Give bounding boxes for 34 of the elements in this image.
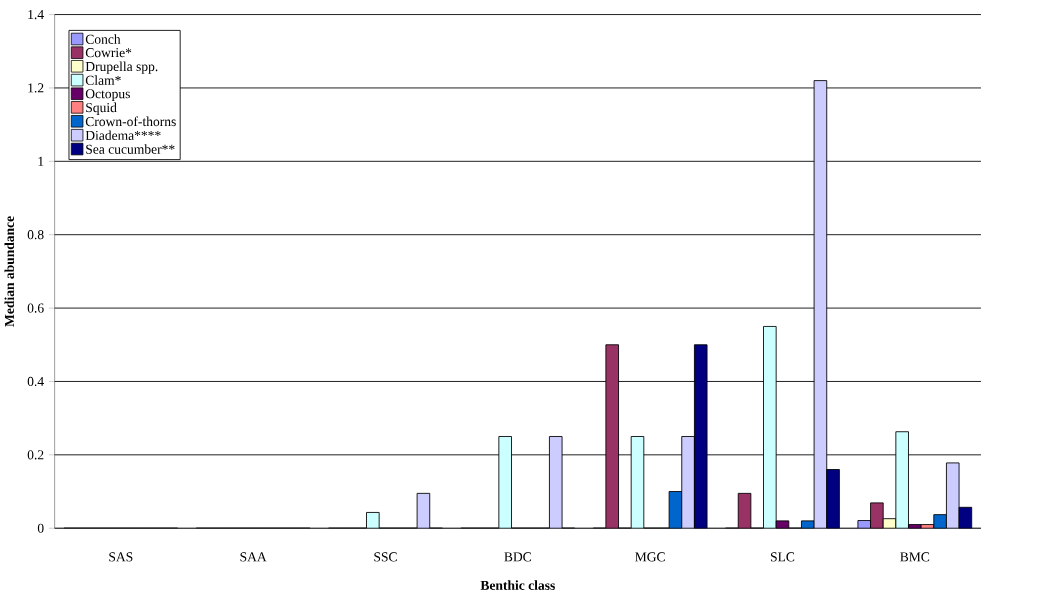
- y-axis-title: Median abundance: [4, 216, 15, 327]
- x-tick-label: MGC: [635, 552, 665, 562]
- y-tick-label: 1.4: [28, 10, 44, 20]
- x-axis-title: Benthic class: [480, 580, 555, 591]
- bar: [870, 502, 884, 529]
- legend-label: Diadema****: [85, 130, 161, 141]
- y-tick-label: 0: [37, 523, 44, 533]
- bar: [681, 436, 695, 529]
- legend-label: Octopus: [85, 89, 130, 102]
- x-tick-label: SAA: [240, 552, 267, 562]
- x-tick-label: SSC: [374, 552, 397, 562]
- y-tick-label: 1.2: [28, 83, 44, 93]
- legend-label: Clam*: [85, 75, 121, 86]
- y-tick-label: 0.2: [27, 450, 44, 460]
- legend-label: Sea cucumber**: [86, 144, 175, 155]
- y-tick-label: 1: [38, 157, 44, 166]
- legend-label: Drupella spp.: [85, 61, 158, 74]
- bar: [826, 469, 840, 529]
- bar: [895, 431, 909, 529]
- legend-label: Crown-of-thorns: [85, 116, 176, 127]
- legend-label: Conch: [85, 34, 121, 44]
- bar: [498, 436, 512, 529]
- y-tick-label: 0.4: [27, 377, 44, 387]
- y-tick-label: 0.6: [27, 303, 44, 313]
- legend-label: Cowrie*: [85, 48, 132, 58]
- bar: [366, 512, 380, 529]
- legend-label: Squid: [86, 102, 117, 116]
- x-tick-label: SAS: [109, 552, 133, 562]
- bar: [933, 514, 947, 529]
- bar: [763, 326, 777, 529]
- y-tick-label: 0.8: [27, 230, 44, 240]
- x-tick-label: BMC: [900, 552, 930, 562]
- x-tick-label: SLC: [770, 552, 795, 562]
- x-tick-label: BDC: [504, 552, 531, 562]
